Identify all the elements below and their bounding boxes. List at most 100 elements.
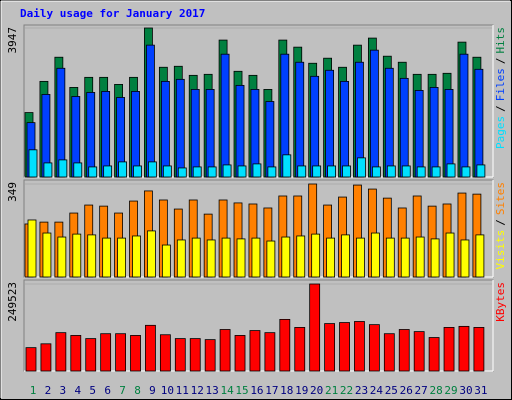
bar bbox=[192, 166, 202, 178]
bar bbox=[86, 92, 96, 178]
x-tick-label: 16 bbox=[250, 384, 263, 397]
x-tick-label: 3 bbox=[60, 384, 67, 397]
bar bbox=[325, 69, 335, 178]
x-tick-label: 21 bbox=[325, 384, 338, 397]
bar bbox=[460, 239, 470, 278]
bar bbox=[416, 166, 426, 178]
x-tick-label: 11 bbox=[176, 384, 189, 397]
bar bbox=[28, 149, 38, 178]
bar bbox=[73, 162, 83, 178]
x-tick-label: 2 bbox=[45, 384, 52, 397]
legend-entry: Pages bbox=[494, 116, 507, 149]
x-tick-label: 15 bbox=[235, 384, 248, 397]
bar bbox=[341, 234, 350, 278]
x-tick-label: 14 bbox=[220, 384, 234, 397]
bar bbox=[429, 87, 439, 178]
bar bbox=[326, 237, 336, 278]
x-tick-label: 12 bbox=[191, 384, 204, 397]
bar bbox=[234, 335, 246, 372]
legend-entry: Visits bbox=[494, 230, 507, 270]
bar bbox=[219, 329, 231, 372]
bar bbox=[431, 166, 441, 178]
bar bbox=[146, 44, 155, 178]
x-tick-label: 1 bbox=[30, 384, 37, 397]
x-tick-label: 4 bbox=[74, 384, 81, 397]
bar bbox=[265, 101, 275, 178]
bar bbox=[220, 53, 230, 178]
bar bbox=[117, 237, 126, 278]
bar bbox=[147, 230, 156, 278]
bar bbox=[85, 338, 97, 372]
x-tick-label: 31 bbox=[474, 384, 487, 397]
x-tick-label: 30 bbox=[459, 384, 472, 397]
bar bbox=[384, 67, 394, 178]
bar bbox=[339, 322, 350, 372]
bar bbox=[87, 234, 97, 278]
bar bbox=[205, 89, 215, 178]
legend: Pages / Files / Hits bbox=[494, 27, 507, 149]
bar bbox=[159, 334, 171, 372]
bar bbox=[132, 235, 141, 278]
bar bbox=[312, 165, 322, 178]
bar bbox=[324, 323, 336, 372]
bar bbox=[55, 332, 67, 372]
bar bbox=[101, 91, 111, 178]
bar bbox=[309, 283, 321, 372]
bar bbox=[400, 237, 410, 278]
x-tick-label: 8 bbox=[134, 384, 141, 397]
bar bbox=[430, 238, 440, 278]
bar bbox=[88, 166, 98, 178]
bar bbox=[236, 238, 246, 278]
x-tick-label: 23 bbox=[355, 384, 368, 397]
x-tick-label: 5 bbox=[89, 384, 96, 397]
bar bbox=[371, 166, 381, 178]
bar bbox=[264, 332, 276, 372]
bar bbox=[368, 324, 380, 372]
bar bbox=[279, 318, 291, 372]
bar bbox=[473, 327, 485, 372]
bar bbox=[221, 237, 231, 278]
x-tick-label: 13 bbox=[206, 384, 219, 397]
chart-title: Daily usage for January 2017 bbox=[20, 7, 205, 20]
x-tick-label: 26 bbox=[400, 384, 413, 397]
x-tick-label: 29 bbox=[444, 384, 457, 397]
x-tick-label: 7 bbox=[119, 384, 126, 397]
bar bbox=[342, 165, 351, 178]
bar bbox=[145, 324, 156, 372]
bar bbox=[266, 240, 276, 278]
bar bbox=[311, 233, 321, 278]
bar bbox=[459, 53, 469, 178]
bar bbox=[27, 219, 37, 278]
bar bbox=[72, 233, 82, 278]
x-tick-label: 17 bbox=[265, 384, 278, 397]
bar bbox=[414, 90, 424, 178]
x-tick-label: 20 bbox=[310, 384, 323, 397]
bar bbox=[100, 333, 112, 372]
bar bbox=[399, 77, 409, 178]
bar bbox=[327, 165, 337, 178]
bar bbox=[295, 61, 305, 178]
bar bbox=[115, 333, 126, 372]
bar bbox=[237, 165, 247, 178]
legend: KBytes bbox=[494, 282, 507, 322]
bar bbox=[176, 239, 186, 278]
x-tick-label: 25 bbox=[385, 384, 398, 397]
bar bbox=[207, 166, 217, 178]
bar bbox=[475, 234, 485, 278]
legend-entry: Hits bbox=[494, 27, 507, 54]
bar bbox=[103, 165, 113, 178]
bar bbox=[102, 237, 112, 278]
legend-separator: / bbox=[494, 219, 507, 226]
bar bbox=[251, 237, 261, 278]
bar bbox=[413, 331, 425, 372]
x-tick-label: 10 bbox=[161, 384, 174, 397]
bar bbox=[40, 343, 52, 372]
bar bbox=[43, 162, 53, 178]
x-tick-label: 24 bbox=[370, 384, 384, 397]
bar bbox=[175, 78, 185, 178]
bar bbox=[222, 164, 232, 178]
legend: Visits / Sites bbox=[494, 182, 507, 270]
bar bbox=[461, 166, 471, 178]
x-tick-label: 6 bbox=[104, 384, 111, 397]
